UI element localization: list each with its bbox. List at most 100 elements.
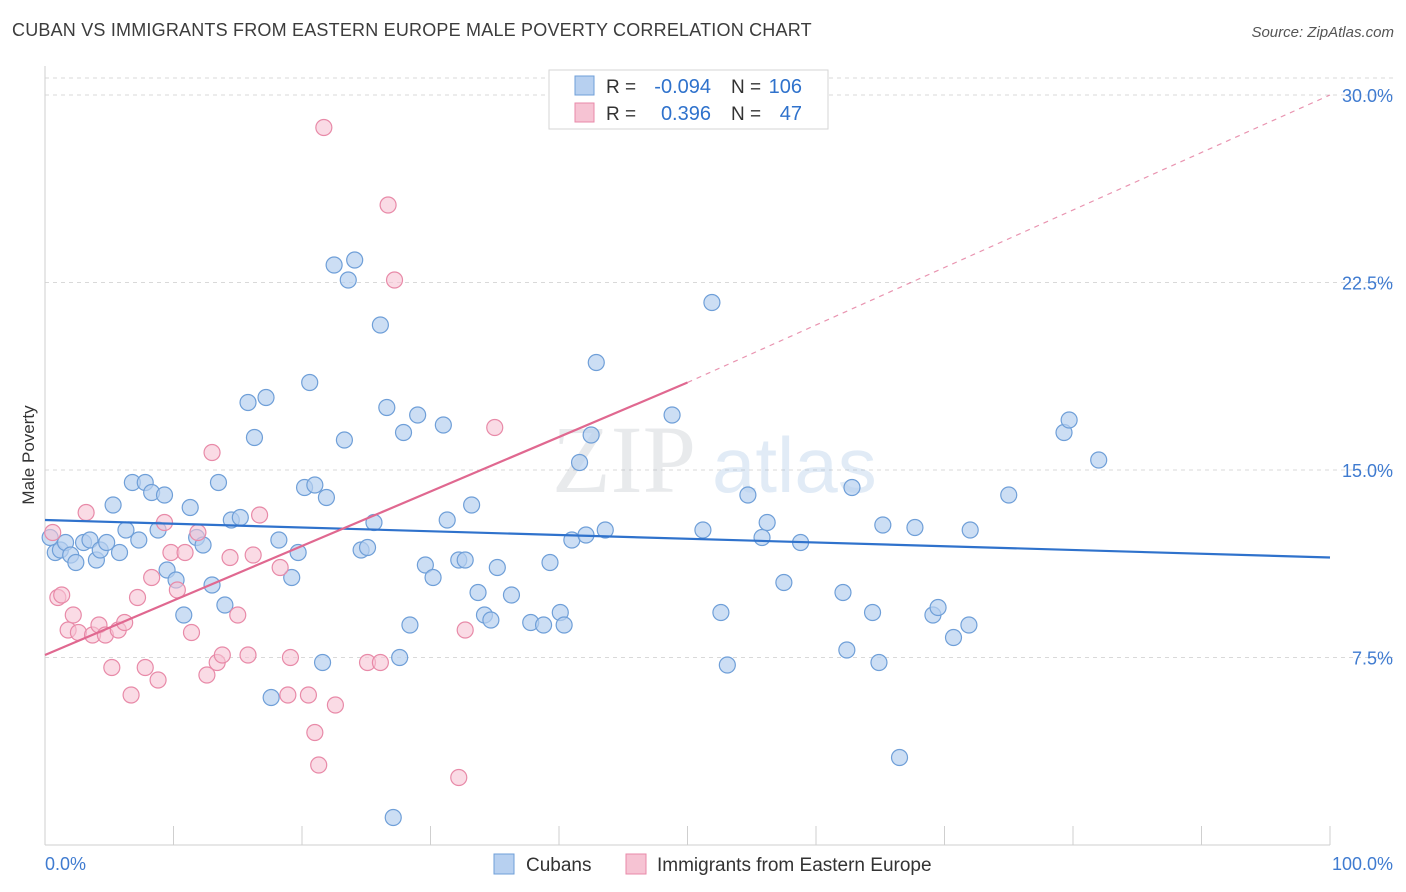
cubans-point-10 xyxy=(98,533,116,552)
legend-bottom-swatch-eastern-europe xyxy=(625,853,647,875)
eastern-europe-point-28 xyxy=(221,548,239,567)
cubans-trend-line xyxy=(44,518,1331,559)
eastern-europe-point-35 xyxy=(281,648,300,667)
legend-r-label-2: R = xyxy=(606,104,636,125)
y-tick-labels: 7.5% 15.0% 22.5% 30.0% xyxy=(1342,86,1393,669)
cubans-point-52 xyxy=(384,808,402,827)
cubans-point-44 xyxy=(335,431,354,449)
legend-swatch-cubans xyxy=(574,75,595,96)
eastern-europe-point-42 xyxy=(371,653,389,672)
eastern-europe-point-36 xyxy=(299,686,318,704)
cubans-point-105 xyxy=(1090,451,1108,469)
eastern-europe-point-29 xyxy=(229,606,247,624)
cubans-point-106 xyxy=(890,748,909,767)
y-tick-label-2: 22.5% xyxy=(1342,274,1393,294)
legend-top: R = -0.094 N = 106 R = 0.396 N = 47 xyxy=(548,69,829,130)
eastern-europe-point-13 xyxy=(122,686,140,704)
cubans-point-75 xyxy=(570,453,589,472)
eastern-europe-point-37 xyxy=(306,723,324,742)
cubans-point-85 xyxy=(739,486,757,504)
eastern-europe-point-23 xyxy=(189,523,207,542)
cubans-point-27 xyxy=(209,473,228,492)
eastern-europe-point-44 xyxy=(385,271,404,289)
eastern-europe-point-46 xyxy=(456,621,474,639)
cubans-point-45 xyxy=(339,271,357,289)
legend-n-label-1: N = xyxy=(731,77,761,98)
eastern-europe-point-34 xyxy=(279,686,297,704)
cubans-point-84 xyxy=(718,656,736,674)
eastern-europe-point-43 xyxy=(379,196,397,214)
cubans-point-66 xyxy=(482,611,500,629)
eastern-europe-point-15 xyxy=(136,658,154,677)
eastern-europe-point-0 xyxy=(44,523,62,542)
cubans-point-98 xyxy=(929,598,947,617)
eastern-europe-trend-extension xyxy=(687,94,1331,384)
cubans-point-100 xyxy=(960,616,978,634)
cubans-point-94 xyxy=(870,653,888,672)
cubans-point-90 xyxy=(834,583,852,602)
cubans-point-5 xyxy=(67,553,85,572)
eastern-europe-point-16 xyxy=(143,568,161,587)
y-axis-label: Male Poverty xyxy=(19,405,38,505)
cubans-point-101 xyxy=(961,521,979,539)
eastern-europe-point-4 xyxy=(64,606,82,624)
eastern-europe-point-32 xyxy=(250,506,269,524)
cubans-point-71 xyxy=(541,553,559,572)
legend-swatch-eastern-europe xyxy=(574,102,595,123)
cubans-point-35 xyxy=(270,531,288,549)
eastern-europe-point-47 xyxy=(486,418,504,437)
cubans-point-95 xyxy=(874,516,892,534)
eastern-europe-point-40 xyxy=(326,696,345,714)
legend-n-value-1: 106 xyxy=(769,76,802,98)
cubans-point-22 xyxy=(175,606,193,624)
cubans-point-63 xyxy=(463,496,481,514)
trend-lines xyxy=(44,94,1331,657)
eastern-europe-point-39 xyxy=(315,118,333,137)
cubans-point-40 xyxy=(306,476,324,494)
cubans-point-55 xyxy=(401,616,419,634)
cubans-point-53 xyxy=(391,648,409,667)
cubans-point-56 xyxy=(409,406,427,424)
cubans-point-15 xyxy=(130,531,148,549)
legend-bottom-label-eastern-europe: Immigrants from Eastern Europe xyxy=(657,855,932,876)
cubans-point-11 xyxy=(104,496,122,514)
x-tick-label-min: 0.0% xyxy=(45,854,86,874)
cubans-point-91 xyxy=(838,641,856,659)
series-cubans-points xyxy=(41,251,1108,827)
cubans-point-23 xyxy=(181,498,199,517)
cubans-point-62 xyxy=(456,551,474,569)
cubans-point-59 xyxy=(434,416,452,434)
cubans-point-102 xyxy=(1000,486,1018,504)
cubans-point-83 xyxy=(712,603,730,622)
eastern-europe-point-33 xyxy=(271,558,289,577)
cubans-point-33 xyxy=(257,388,275,407)
y-tick-label-1: 15.0% xyxy=(1342,461,1393,481)
cubans-point-82 xyxy=(703,293,721,312)
cubans-point-81 xyxy=(694,521,712,539)
cubans-point-79 xyxy=(596,521,614,539)
cubans-point-92 xyxy=(843,478,861,497)
eastern-europe-point-27 xyxy=(213,646,231,664)
cubans-point-86 xyxy=(753,528,771,547)
eastern-europe-point-38 xyxy=(310,756,328,774)
x-tick-labels: 0.0% 100.0% xyxy=(45,854,1393,874)
cubans-point-57 xyxy=(416,556,434,574)
cubans-point-67 xyxy=(488,558,506,577)
eastern-europe-trend-line xyxy=(44,381,688,657)
cubans-point-48 xyxy=(358,538,377,557)
cubans-point-51 xyxy=(378,398,396,417)
eastern-europe-point-6 xyxy=(77,503,95,522)
cubans-point-30 xyxy=(231,508,249,527)
eastern-europe-point-17 xyxy=(149,671,167,689)
cubans-point-68 xyxy=(502,586,521,604)
eastern-europe-point-24 xyxy=(198,666,216,684)
legend-r-value-2: 0.396 xyxy=(661,103,711,125)
series-eastern-europe-points xyxy=(44,118,504,787)
legend-bottom: Cubans Immigrants from Eastern Europe xyxy=(493,853,932,876)
cubans-point-99 xyxy=(944,628,963,647)
eastern-europe-point-21 xyxy=(176,543,194,562)
chart-title: CUBAN VS IMMIGRANTS FROM EASTERN EUROPE … xyxy=(12,20,812,40)
legend-n-label-2: N = xyxy=(731,104,761,125)
cubans-point-58 xyxy=(424,568,442,587)
cubans-point-28 xyxy=(216,596,234,614)
